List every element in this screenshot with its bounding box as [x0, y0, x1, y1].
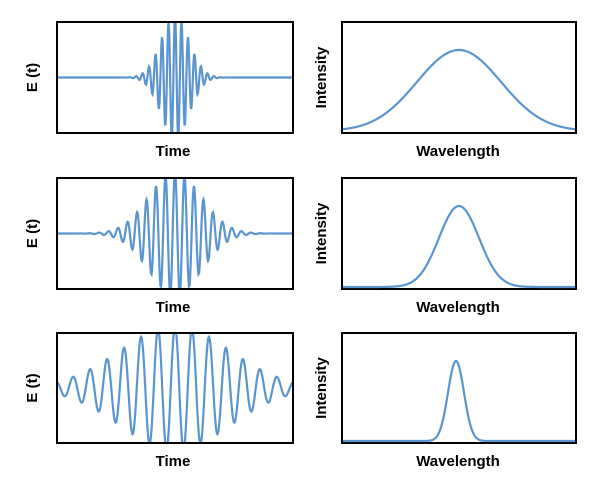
field-curve	[57, 333, 293, 443]
spectrum-panel-frame	[341, 332, 577, 444]
time-panel-border	[56, 21, 294, 134]
x-axis-label: Time	[156, 143, 191, 160]
y-axis-label: E (t)	[24, 373, 41, 402]
y-axis-label: Intensity	[313, 357, 330, 419]
y-axis-label: Intensity	[313, 202, 330, 264]
y-axis-label: E (t)	[24, 219, 41, 248]
time-panel-border	[56, 177, 294, 290]
field-curve	[57, 178, 293, 289]
spectrum-panel-frame	[341, 177, 577, 290]
spectrum-curve	[343, 359, 575, 443]
x-axis-label: Wavelength	[416, 143, 500, 160]
time-panel-border	[56, 332, 294, 444]
field-curve	[57, 22, 293, 133]
spectrum-curve	[343, 204, 575, 289]
spectrum-panel-frame	[341, 21, 577, 134]
y-axis-label: E (t)	[24, 63, 41, 92]
spectrum-curve	[342, 48, 576, 131]
panels: Time E (t) Wavelength Intensity Time E (t) Wav…	[24, 21, 577, 470]
x-axis-label: Wavelength	[416, 453, 500, 470]
x-axis-label: Time	[156, 299, 191, 316]
x-axis-label: Time	[156, 453, 191, 470]
y-axis-label: Intensity	[313, 46, 330, 108]
x-axis-label: Wavelength	[416, 299, 500, 316]
time-panel-frame	[56, 332, 294, 444]
